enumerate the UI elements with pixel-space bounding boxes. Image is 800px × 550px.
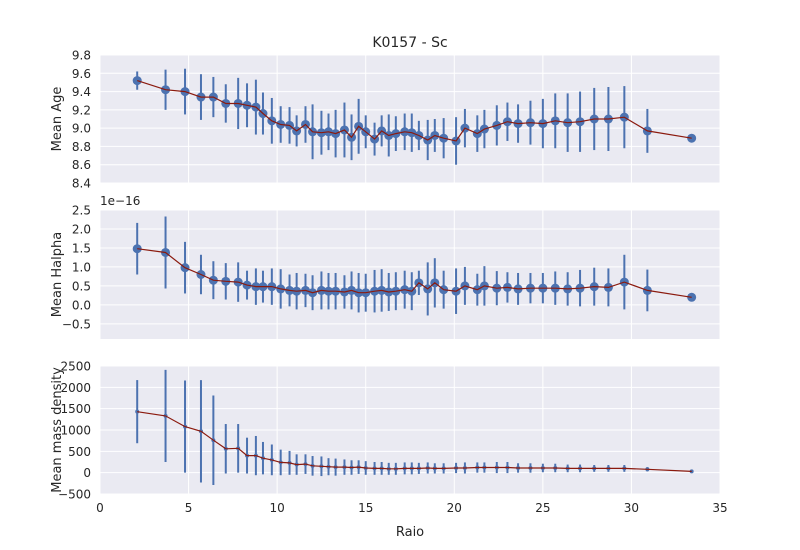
x-axis-label: Raio <box>396 525 424 540</box>
mean-mass-density-y-tick-label: 1500 <box>60 402 91 416</box>
x-tick-label: 20 <box>447 501 462 515</box>
mean-age-y-tick-label: 8.6 <box>72 158 91 172</box>
mean-mass-density-y-tick-label: 0 <box>83 466 91 480</box>
mean-halpha-y-tick-label: 2.0 <box>72 222 91 236</box>
chart-title: K0157 - Sc <box>372 35 447 51</box>
mean-halpha-y-tick-label: 1.0 <box>72 260 91 274</box>
mean-age-plot-area <box>100 55 720 183</box>
mean-age-series-line <box>137 80 692 142</box>
mean-age-panel: 8.4 8.6 8.8 9.0 9.2 9.4 9.6 9.8 Mean Age <box>50 49 721 191</box>
x-tick-label: 25 <box>535 501 550 515</box>
mean-halpha-y-tick-label: −0.5 <box>62 317 91 331</box>
mean-age-y-tick-label: 8.8 <box>72 140 91 154</box>
mean-halpha-y-tick-label: 1.5 <box>72 241 91 255</box>
x-tick-label: 30 <box>624 501 639 515</box>
mean-mass-density-y-tick-label: 1000 <box>60 424 91 438</box>
mean-mass-density-y-axis-label: Mean mass density <box>50 367 65 493</box>
x-tick-label: 35 <box>712 501 727 515</box>
mean-mass-density-y-tick-label: 500 <box>68 445 91 459</box>
mean-age-y-tick-label: 9.4 <box>72 85 91 99</box>
x-tick-label: 10 <box>270 501 285 515</box>
mean-halpha-y-tick-label: 0.0 <box>72 298 91 312</box>
mean-age-y-tick-label: 8.4 <box>72 177 91 191</box>
x-tick-label: 15 <box>358 501 373 515</box>
mean-halpha-series-line <box>137 248 692 298</box>
x-tick-label: 5 <box>185 501 193 515</box>
mean-mass-density-y-tick-label: −500 <box>58 488 91 502</box>
mean-halpha-y-axis-label: Mean Halpha <box>50 232 65 317</box>
mean-halpha-y-tick-label: 2.5 <box>72 204 91 218</box>
mean-age-y-axis-label: Mean Age <box>50 87 65 152</box>
mean-age-y-tick-label: 9.6 <box>72 67 91 81</box>
mean-mass-density-y-tick-label: 2000 <box>60 381 91 395</box>
mean-halpha-panel: −0.5 0.0 0.5 1.0 1.5 2.0 2.5 Mean Halpha 1e−16 <box>50 194 721 339</box>
mean-mass-density-series-line <box>137 411 692 472</box>
mean-halpha-y-tick-label: 0.5 <box>72 279 91 293</box>
mean-mass-density-panel: 0 5 10 15 20 25 30 35 −500 0 500 1000 1500 2000 2500Me… <box>50 360 728 516</box>
mean-age-y-tick-label: 9.0 <box>72 122 91 136</box>
mean-mass-density-y-tick-label: 2500 <box>60 360 91 374</box>
x-tick-label: 0 <box>96 501 104 515</box>
mean-age-y-tick-label: 9.8 <box>72 49 91 63</box>
mean-mass-density-data-point <box>135 409 140 414</box>
mean-halpha-offset-label: 1e−16 <box>100 194 140 208</box>
mean-age-y-tick-label: 9.2 <box>72 103 91 117</box>
